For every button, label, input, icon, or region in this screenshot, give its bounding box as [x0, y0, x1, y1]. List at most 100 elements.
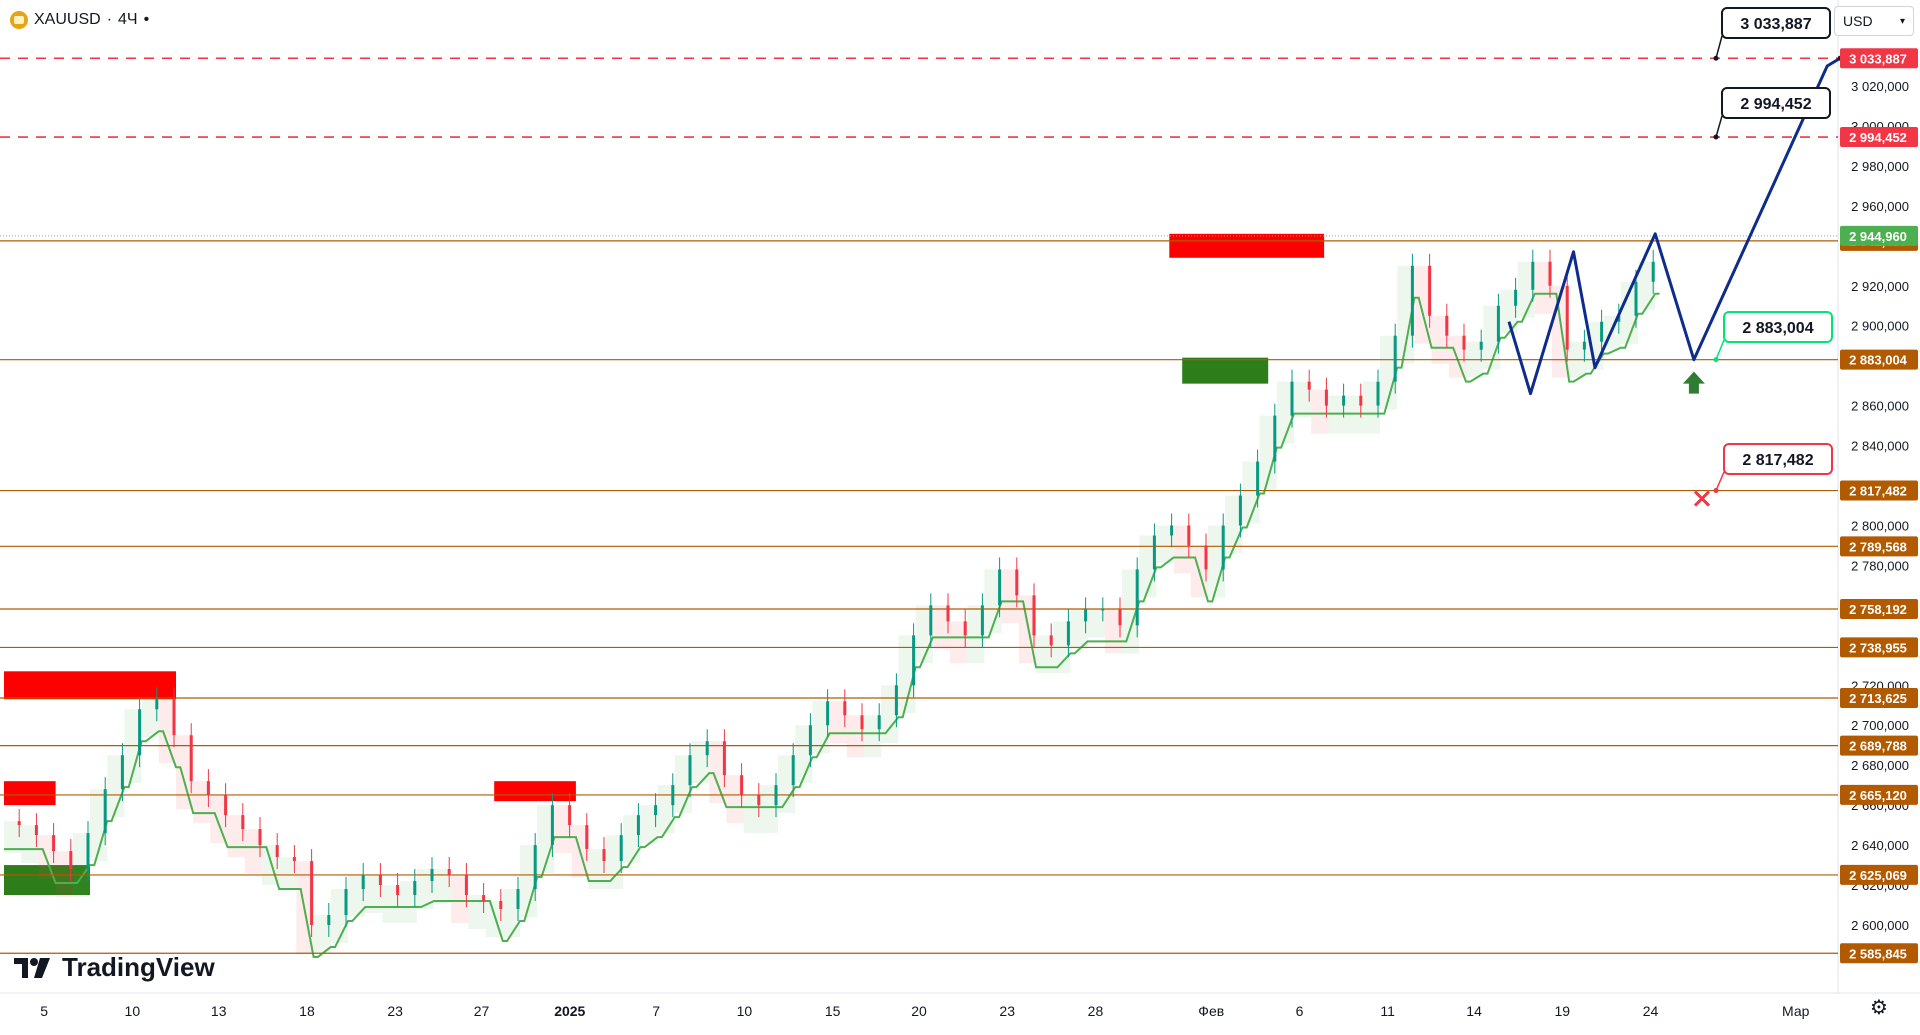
interval-label[interactable]: 4Ч	[118, 11, 138, 28]
market-status-dot: •	[143, 11, 150, 28]
symbol-name[interactable]: XAUUSD	[34, 11, 101, 28]
candle-body	[1152, 535, 1156, 570]
candle-body	[310, 861, 314, 925]
y-tick-label: 3 020,000	[1851, 79, 1909, 94]
callout-target-2-text: 3 033,887	[1740, 16, 1811, 33]
gear-icon[interactable]: ⚙	[1870, 996, 1888, 1019]
level-badge-1-bg	[1840, 864, 1918, 885]
level-badge-3-bg	[1840, 735, 1918, 756]
candle-body	[912, 635, 916, 686]
candle-body	[1342, 395, 1346, 406]
candle-body	[52, 835, 56, 852]
y-tick-label: 2 900,000	[1851, 319, 1909, 334]
candle-body	[1324, 389, 1328, 406]
current-price-badge: 2 944,960	[1849, 229, 1907, 244]
candle-body	[292, 857, 296, 862]
currency-selector[interactable]: USD ▾	[1834, 6, 1914, 36]
y-tick-label: 2 780,000	[1851, 558, 1909, 573]
x-tick-label: 7	[652, 1003, 660, 1019]
y-tick-label: 2 680,000	[1851, 758, 1909, 773]
chevron-down-icon: ▾	[1899, 15, 1905, 27]
candle-body	[1634, 281, 1638, 316]
x-tick-label: Фев	[1198, 1003, 1224, 1019]
callout-target-1: 2 994,452	[1713, 87, 1831, 140]
target-badge-1: 3 033,887	[1849, 51, 1907, 66]
y-tick-label: 2 960,000	[1851, 199, 1909, 214]
zone-support-5	[1182, 357, 1269, 384]
zone-resistance-0	[4, 671, 176, 700]
candle-body	[1531, 261, 1535, 290]
price-axis-panel	[1838, 0, 1920, 1030]
uptrend-band-fill	[4, 261, 1656, 953]
zone-resistance-4	[1169, 233, 1325, 258]
level-badge-8: 2 817,482	[1849, 484, 1907, 499]
currency-value: USD	[1843, 13, 1873, 29]
candle-body	[1359, 395, 1363, 406]
candle-body	[619, 835, 623, 862]
level-badge-2-bg	[1840, 784, 1918, 805]
candle-body	[1290, 381, 1294, 416]
candle-body	[722, 741, 726, 776]
candle-body	[327, 915, 331, 925]
y-tick-label: 2 640,000	[1851, 838, 1909, 853]
candle-body	[843, 701, 847, 716]
level-badge-7: 2 789,568	[1849, 539, 1907, 554]
downtrend-band-fill	[38, 261, 1570, 953]
candle-body	[946, 605, 950, 622]
candle-body	[550, 805, 554, 846]
level-badge-9-bg	[1840, 349, 1918, 370]
candle-body	[1032, 595, 1036, 636]
x-tick-label: 6	[1296, 1003, 1304, 1019]
candle-body	[258, 829, 262, 846]
candle-body	[654, 805, 658, 816]
level-badge-0: 2 585,845	[1849, 946, 1907, 961]
symbol-header[interactable]: XAUUSD · 4Ч •	[10, 8, 150, 32]
candle-body	[1479, 341, 1483, 350]
candle-body	[155, 699, 159, 710]
y-tick-label: 2 700,000	[1851, 718, 1909, 733]
candle-body	[980, 605, 984, 636]
callout-stop-text: 2 817,482	[1742, 452, 1813, 469]
x-tick-label: 23	[387, 1003, 403, 1019]
candle-body	[1376, 381, 1380, 406]
x-tick-label: 24	[1643, 1003, 1659, 1019]
x-tick-label: 28	[1088, 1003, 1104, 1019]
x-tick-label: 20	[911, 1003, 927, 1019]
level-badge-8-bg	[1840, 480, 1918, 501]
candle-body	[172, 699, 176, 736]
candle-body	[568, 805, 572, 826]
tradingview-brand[interactable]: TradingView	[14, 952, 215, 983]
stop-cross-icon	[1693, 490, 1711, 507]
x-tick-label: 11	[1380, 1003, 1395, 1019]
candle-body	[361, 875, 365, 890]
x-tick-label: 14	[1466, 1003, 1482, 1019]
candle-body	[224, 795, 228, 816]
callout-target-2: 3 033,887	[1713, 7, 1831, 61]
candle-body	[103, 789, 107, 834]
candle-body	[1256, 461, 1260, 496]
callout-target-2-box	[1721, 7, 1831, 39]
candle-body	[1238, 495, 1242, 526]
level-badge-6-bg	[1840, 598, 1918, 619]
candle-body	[705, 741, 709, 756]
level-badge-5: 2 738,955	[1849, 640, 1907, 655]
candle-body	[929, 605, 933, 636]
callout-target-2-anchor	[1713, 55, 1719, 61]
candle-body	[791, 755, 795, 786]
candle-body	[17, 821, 21, 826]
y-tick-label: 2 860,000	[1851, 399, 1909, 414]
y-tick-label: 2 600,000	[1851, 918, 1909, 933]
candle-body	[464, 875, 468, 896]
candle-body	[1651, 261, 1655, 282]
callout-stop-anchor	[1713, 488, 1719, 494]
candle-body	[860, 715, 864, 730]
current-price-badge-bg	[1840, 225, 1918, 246]
level-badge-6: 2 758,192	[1849, 602, 1907, 617]
trend-stop-line	[4, 292, 1660, 958]
callout-buy-anchor	[1713, 357, 1719, 363]
candle-body	[1600, 321, 1604, 342]
x-tick-label: 10	[125, 1003, 141, 1019]
candle-body	[189, 735, 193, 782]
